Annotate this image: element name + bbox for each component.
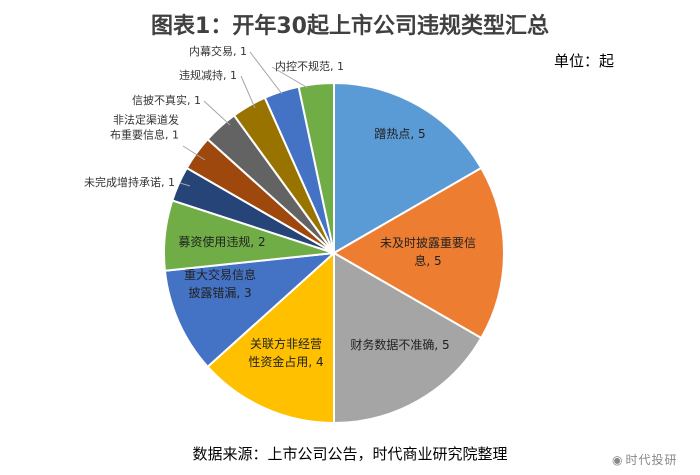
- slice-label-line: 重大交易信息: [184, 267, 256, 282]
- pie-slice: [333, 81, 483, 255]
- slice-label-line: 披露错漏, 3: [188, 286, 251, 300]
- chart-title: 图表1：开年30起上市公司违规类型汇总: [151, 14, 549, 39]
- slice-label-line: 违规减持, 1: [179, 68, 237, 82]
- slice-label-line: 内控不规范, 1: [275, 59, 344, 73]
- weibo-icon: ◉: [612, 453, 624, 467]
- slice-label-line: 蹭热点, 5: [374, 127, 425, 141]
- pie-slices: [163, 81, 505, 425]
- slice-labels: 蹭热点, 5 未及时披露重要信息, 5 财务数据不准确, 5 关联方非经营性资金占用,…: [84, 44, 476, 369]
- slice-label: 财务数据不准确, 5: [350, 337, 449, 352]
- slice-label-line: 财务数据不准确, 5: [350, 337, 449, 352]
- slice-label-line: 息, 5: [414, 253, 441, 268]
- slice-label: 内控不规范, 1: [275, 59, 344, 73]
- slice-label: 信披不真实, 1: [132, 93, 201, 107]
- leader-lines: [179, 51, 309, 187]
- slice-label: 关联方非经营性资金占用, 4: [248, 336, 323, 369]
- slice-label-line: 关联方非经营: [250, 336, 322, 351]
- pie-slice: [297, 81, 335, 254]
- source-note: 数据来源：上市公司公告，时代商业研究院整理: [192, 445, 508, 463]
- slice-label-line: 未完成增持承诺, 1: [84, 175, 175, 189]
- slice-label-line: 募资使用违规, 2: [178, 234, 265, 249]
- pie-slice: [333, 251, 483, 425]
- leader-line: [179, 182, 191, 187]
- slice-label-line: 内幕交易, 1: [189, 44, 247, 58]
- slice-label-line: 布重要信息, 1: [110, 128, 179, 142]
- leader-line: [271, 66, 309, 89]
- leader-line: [203, 100, 231, 126]
- watermark: ◉ 时代投研: [612, 451, 678, 468]
- pie-slice: [163, 251, 337, 369]
- pie-slice: [206, 250, 335, 425]
- unit-label: 单位：起: [554, 52, 615, 70]
- slice-label-line: 未及时披露重要信: [380, 236, 476, 250]
- pie-slice: [332, 166, 505, 340]
- slice-label: 募资使用违规, 2: [178, 234, 265, 249]
- slice-label: 内幕交易, 1: [189, 44, 247, 58]
- slice-label: 违规减持, 1: [179, 68, 237, 82]
- slice-label-line: 信披不真实, 1: [132, 93, 201, 107]
- slice-label-line: 非法定渠道发: [113, 113, 179, 127]
- leader-line: [182, 145, 206, 161]
- watermark-text: 时代投研: [625, 453, 678, 467]
- slice-label: 未完成增持承诺, 1: [84, 175, 175, 189]
- slice-label: 重大交易信息披露错漏, 3: [184, 267, 256, 300]
- slice-label: 非法定渠道发布重要信息, 1: [110, 113, 179, 142]
- slice-label: 蹭热点, 5: [374, 127, 425, 141]
- slice-label: 未及时披露重要信息, 5: [380, 236, 476, 268]
- leader-line: [240, 75, 256, 109]
- leader-line: [249, 51, 283, 95]
- slice-label-line: 性资金占用, 4: [248, 354, 323, 369]
